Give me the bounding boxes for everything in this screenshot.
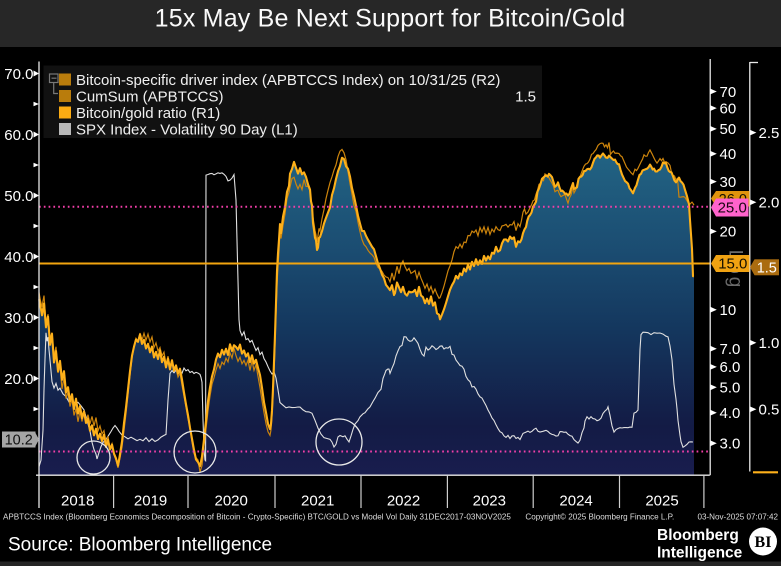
svg-text:1.5: 1.5 xyxy=(515,89,536,106)
svg-text:20: 20 xyxy=(720,224,737,241)
svg-text:70.0: 70.0 xyxy=(4,66,33,83)
svg-text:2023: 2023 xyxy=(473,492,506,509)
svg-text:20.0: 20.0 xyxy=(4,371,33,388)
svg-text:Source: Bloomberg Intelligence: Source: Bloomberg Intelligence xyxy=(8,535,272,556)
svg-text:5.0: 5.0 xyxy=(720,380,741,397)
svg-text:0.5: 0.5 xyxy=(759,402,780,419)
svg-text:10: 10 xyxy=(720,302,737,319)
svg-text:2021: 2021 xyxy=(301,492,334,509)
svg-text:2024: 2024 xyxy=(559,492,592,509)
svg-text:Bitcoin/gold ratio (R1): Bitcoin/gold ratio (R1) xyxy=(76,105,220,122)
svg-text:2019: 2019 xyxy=(134,492,167,509)
svg-text:1.5: 1.5 xyxy=(757,261,777,277)
svg-text:15.0: 15.0 xyxy=(718,256,747,273)
svg-text:6.0: 6.0 xyxy=(720,359,741,376)
svg-text:4.0: 4.0 xyxy=(720,405,741,422)
svg-text:2022: 2022 xyxy=(387,492,420,509)
svg-text:30: 30 xyxy=(720,174,737,191)
svg-text:3.0: 3.0 xyxy=(720,436,741,453)
svg-text:50: 50 xyxy=(720,121,737,138)
svg-text:2018: 2018 xyxy=(61,492,94,509)
svg-text:30.0: 30.0 xyxy=(4,310,33,327)
svg-text:2.5: 2.5 xyxy=(759,125,780,142)
svg-text:Copyright© 2025 Bloomberg Fina: Copyright© 2025 Bloomberg Finance L.P. xyxy=(525,513,674,522)
svg-text:1.0: 1.0 xyxy=(759,335,780,352)
svg-text:APBTCCS Index (Bloomberg Econo: APBTCCS Index (Bloomberg Economics Decom… xyxy=(3,513,511,522)
svg-text:7.0: 7.0 xyxy=(720,341,741,358)
svg-text:CumSum (APBTCCS): CumSum (APBTCCS) xyxy=(76,89,224,106)
svg-text:BI: BI xyxy=(755,534,772,551)
svg-text:2020: 2020 xyxy=(215,492,248,509)
svg-text:60: 60 xyxy=(720,100,737,117)
svg-text:50.0: 50.0 xyxy=(4,188,33,205)
svg-text:03-Nov-2025 07:07:42: 03-Nov-2025 07:07:42 xyxy=(697,513,778,522)
svg-text:70: 70 xyxy=(720,84,737,101)
svg-text:2025: 2025 xyxy=(645,492,678,509)
svg-text:Intelligence: Intelligence xyxy=(657,545,743,562)
svg-text:60.0: 60.0 xyxy=(4,127,33,144)
svg-text:Bloomberg: Bloomberg xyxy=(657,527,739,544)
svg-text:40.0: 40.0 xyxy=(4,249,33,266)
svg-text:2.0: 2.0 xyxy=(759,195,780,212)
svg-text:10.2: 10.2 xyxy=(5,433,33,449)
svg-text:25.0: 25.0 xyxy=(718,200,747,217)
svg-text:15x May Be Next Support for Bi: 15x May Be Next Support for Bitcoin/Gold xyxy=(155,5,626,33)
svg-text:SPX Index - Volatility 90 Day: SPX Index - Volatility 90 Day (L1) xyxy=(76,122,298,139)
svg-text:Bitcoin-specific driver index: Bitcoin-specific driver index (APBTCCS I… xyxy=(76,72,500,89)
svg-text:40: 40 xyxy=(720,146,737,163)
